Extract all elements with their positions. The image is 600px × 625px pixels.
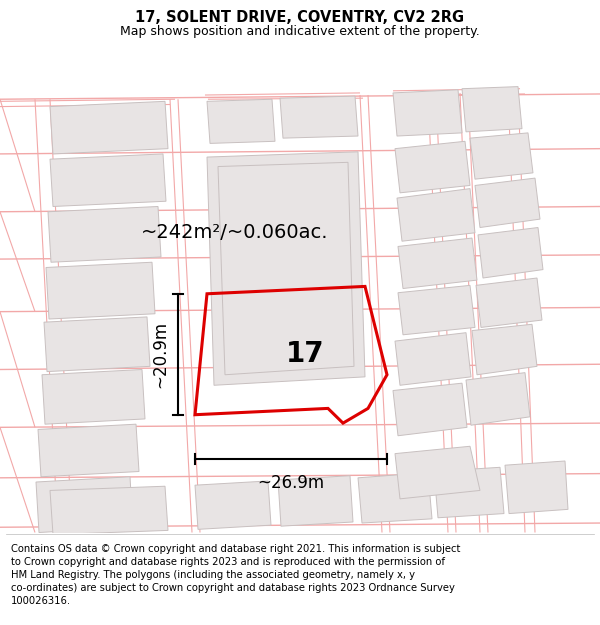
Polygon shape (398, 238, 477, 289)
Polygon shape (207, 99, 275, 143)
Polygon shape (42, 369, 145, 424)
Polygon shape (218, 162, 354, 375)
Polygon shape (462, 87, 522, 132)
Polygon shape (475, 178, 540, 227)
Polygon shape (50, 101, 168, 154)
Polygon shape (434, 468, 504, 518)
Polygon shape (395, 141, 470, 193)
Polygon shape (44, 317, 150, 372)
Polygon shape (466, 372, 530, 425)
Polygon shape (50, 154, 166, 206)
Text: ~242m²/~0.060ac.: ~242m²/~0.060ac. (141, 223, 329, 243)
Polygon shape (397, 189, 475, 241)
Text: Map shows position and indicative extent of the property.: Map shows position and indicative extent… (120, 25, 480, 38)
Polygon shape (38, 424, 139, 477)
Text: ~20.9m: ~20.9m (151, 321, 169, 388)
Polygon shape (395, 332, 471, 385)
Polygon shape (398, 286, 475, 335)
Polygon shape (280, 96, 358, 138)
Text: 17, SOLENT DRIVE, COVENTRY, CV2 2RG: 17, SOLENT DRIVE, COVENTRY, CV2 2RG (136, 10, 464, 25)
Text: Contains OS data © Crown copyright and database right 2021. This information is : Contains OS data © Crown copyright and d… (11, 544, 460, 606)
Text: 17: 17 (286, 340, 325, 367)
Polygon shape (207, 152, 365, 385)
Polygon shape (476, 278, 542, 328)
Polygon shape (36, 477, 133, 532)
Polygon shape (470, 133, 533, 179)
Polygon shape (395, 446, 480, 499)
Polygon shape (50, 486, 168, 534)
Polygon shape (393, 383, 467, 436)
Polygon shape (48, 206, 161, 262)
Polygon shape (278, 476, 353, 526)
Polygon shape (505, 461, 568, 514)
Polygon shape (393, 90, 462, 136)
Polygon shape (478, 228, 543, 278)
Text: ~26.9m: ~26.9m (257, 474, 325, 492)
Polygon shape (472, 324, 537, 375)
Polygon shape (46, 262, 155, 319)
Polygon shape (195, 481, 271, 529)
Polygon shape (358, 472, 432, 523)
